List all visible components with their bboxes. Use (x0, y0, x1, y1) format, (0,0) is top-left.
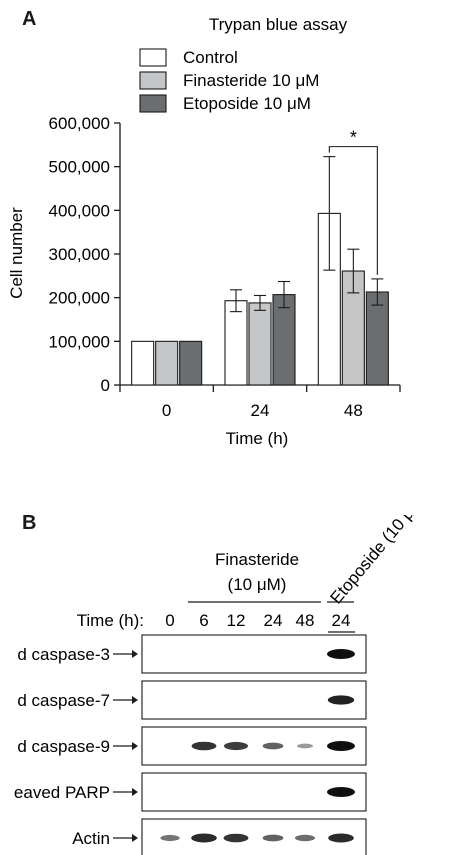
panel-b-label: B (22, 512, 37, 534)
blot-band (295, 834, 315, 842)
y-tick-label: 300,000 (49, 245, 110, 264)
lane-label: 48 (296, 611, 315, 630)
row-label: d caspase-7 (17, 691, 110, 710)
x-tick-label: 48 (344, 401, 363, 420)
y-tick-label: 100,000 (49, 332, 110, 351)
y-tick-label: 200,000 (49, 289, 110, 308)
blot-row: Actin (72, 818, 367, 855)
blot-band (160, 834, 180, 842)
blot-band (191, 833, 217, 843)
y-axis-label: Cell number (7, 207, 26, 299)
bar (224, 300, 248, 386)
blot-band (262, 834, 284, 842)
blot-band (262, 742, 284, 750)
arrow-head (132, 742, 138, 750)
row-label: d caspase-3 (17, 645, 110, 664)
etoposide-label: Etoposide (10 μM) (327, 515, 431, 608)
arrow-head (132, 788, 138, 796)
blot-band (224, 741, 248, 751)
lane-label: 0 (165, 611, 174, 630)
lane-label: 24 (264, 611, 283, 630)
significance-bracket: * (328, 128, 378, 275)
blot-band (327, 741, 355, 751)
row-label: Actin (72, 829, 110, 848)
western-blot: Finasteride (10 μM) Etoposide (10 μM) Ti… (14, 515, 431, 855)
finasteride-dose: (10 μM) (228, 575, 287, 594)
legend-entry: Etoposide 10 μM (183, 94, 311, 113)
lane-labels: 0 6 12 24 48 24 (165, 611, 355, 633)
blot-rows: d caspase-3 d caspase-7 d caspase-9 eaved P… (14, 634, 367, 855)
bar (365, 291, 389, 386)
row-label: d caspase-9 (17, 737, 110, 756)
legend-entry: Control (183, 48, 238, 67)
blot-row: d caspase-3 (17, 634, 367, 674)
time-label: Time (h): (77, 611, 144, 630)
panel-a-label: A (22, 8, 37, 30)
blot-band (297, 743, 313, 749)
x-axis-label: Time (h) (226, 429, 289, 448)
chart-title: Trypan blue assay (209, 15, 348, 34)
arrow-head (132, 696, 138, 704)
chart-bars (131, 156, 389, 386)
legend-entry: Finasteride 10 μM (183, 71, 319, 90)
bar-chart: Trypan blue assay Control Finasteride 10 … (7, 15, 401, 448)
finasteride-label: Finasteride (215, 550, 299, 569)
legend-swatch (139, 71, 167, 90)
blot-band (191, 741, 217, 751)
legend-swatch (139, 48, 167, 67)
bar (131, 340, 155, 386)
arrow-head (132, 834, 138, 842)
lane-label: 6 (199, 611, 208, 630)
blot-band (327, 649, 355, 659)
bar (248, 302, 272, 386)
arrow-head (132, 650, 138, 658)
y-tick-label: 500,000 (49, 158, 110, 177)
blot-row: d caspase-7 (17, 680, 367, 720)
row-label: eaved PARP (14, 783, 110, 802)
y-tick-label: 600,000 (49, 114, 110, 133)
significance-marker: * (350, 128, 357, 148)
blot-band (328, 833, 354, 843)
chart-legend: Control Finasteride 10 μM Etoposide 10 μM (139, 48, 319, 113)
blot-band (327, 787, 355, 797)
significance-line (328, 146, 378, 275)
y-tick-label: 400,000 (49, 201, 110, 220)
bar (179, 340, 203, 386)
blot-band (223, 833, 249, 843)
lane-label: 12 (227, 611, 246, 630)
bar (155, 340, 179, 386)
legend-swatch (139, 94, 167, 113)
x-tick-label: 0 (162, 401, 171, 420)
x-tick-label: 24 (251, 401, 270, 420)
lane-label: 24 (332, 611, 351, 630)
blot-row: eaved PARP (14, 772, 367, 812)
y-tick-label: 0 (101, 376, 110, 395)
finasteride-header: Finasteride (10 μM) (188, 550, 321, 603)
blot-band (327, 695, 355, 705)
blot-row: d caspase-9 (17, 726, 367, 766)
